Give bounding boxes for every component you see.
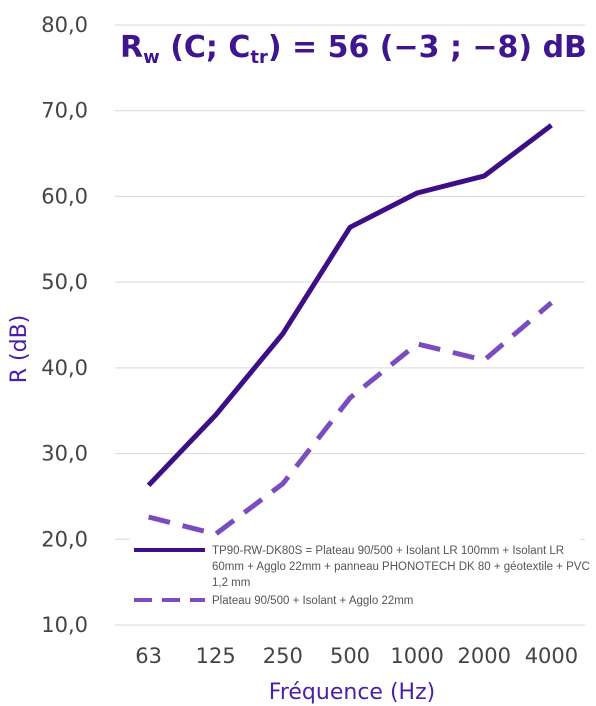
y-tick-label: 50,0 <box>41 270 88 294</box>
x-tick-label: 250 <box>263 644 303 668</box>
y-tick-label: 40,0 <box>41 356 88 380</box>
x-tick-labels: 63 125 250 500 1000 2000 4000 <box>135 644 578 668</box>
x-tick-label: 2000 <box>458 644 511 668</box>
y-tick-label: 30,0 <box>41 442 88 466</box>
legend: TP90-RW-DK80S = Plateau 90/500 + Isolant… <box>130 538 590 608</box>
title-rest: ) = 56 (−3 ; −8) dB <box>268 30 587 65</box>
x-tick-label: 500 <box>330 644 370 668</box>
x-tick-label: 63 <box>135 644 162 668</box>
legend-entry-label: 1,2 mm <box>212 577 250 589</box>
y-tick-label: 20,0 <box>41 527 88 551</box>
x-tick-label: 4000 <box>525 644 578 668</box>
y-tick-labels: 10,0 20,0 30,0 40,0 50,0 60,0 70,0 80,0 <box>41 13 88 637</box>
legend-entry-label: 60mm + Agglo 22mm + panneau PHONOTECH DK… <box>212 561 590 573</box>
x-tick-label: 125 <box>196 644 236 668</box>
y-tick-label: 60,0 <box>41 184 88 208</box>
x-tick-label: 1000 <box>390 644 443 668</box>
x-axis-title: Fréquence (Hz) <box>269 680 435 705</box>
gridlines <box>115 24 585 626</box>
legend-entry-label: TP90-RW-DK80S = Plateau 90/500 + Isolant… <box>212 545 564 557</box>
title-open: (C; C <box>160 30 251 65</box>
legend-entry-label: Plateau 90/500 + Isolant + Agglo 22mm <box>212 595 413 607</box>
title-r: R <box>120 30 143 65</box>
title-sub-w: w <box>143 47 160 68</box>
y-tick-label: 70,0 <box>41 99 88 123</box>
chart-title: Rw (C; Ctr) = 56 (−3 ; −8) dB <box>120 30 587 68</box>
title-sub-tr: tr <box>250 47 268 68</box>
y-tick-label: 10,0 <box>41 613 88 637</box>
y-axis-title: R (dB) <box>7 315 32 384</box>
series-line-main <box>146 123 553 488</box>
y-tick-label: 80,0 <box>41 13 88 37</box>
series-lines <box>146 123 554 537</box>
